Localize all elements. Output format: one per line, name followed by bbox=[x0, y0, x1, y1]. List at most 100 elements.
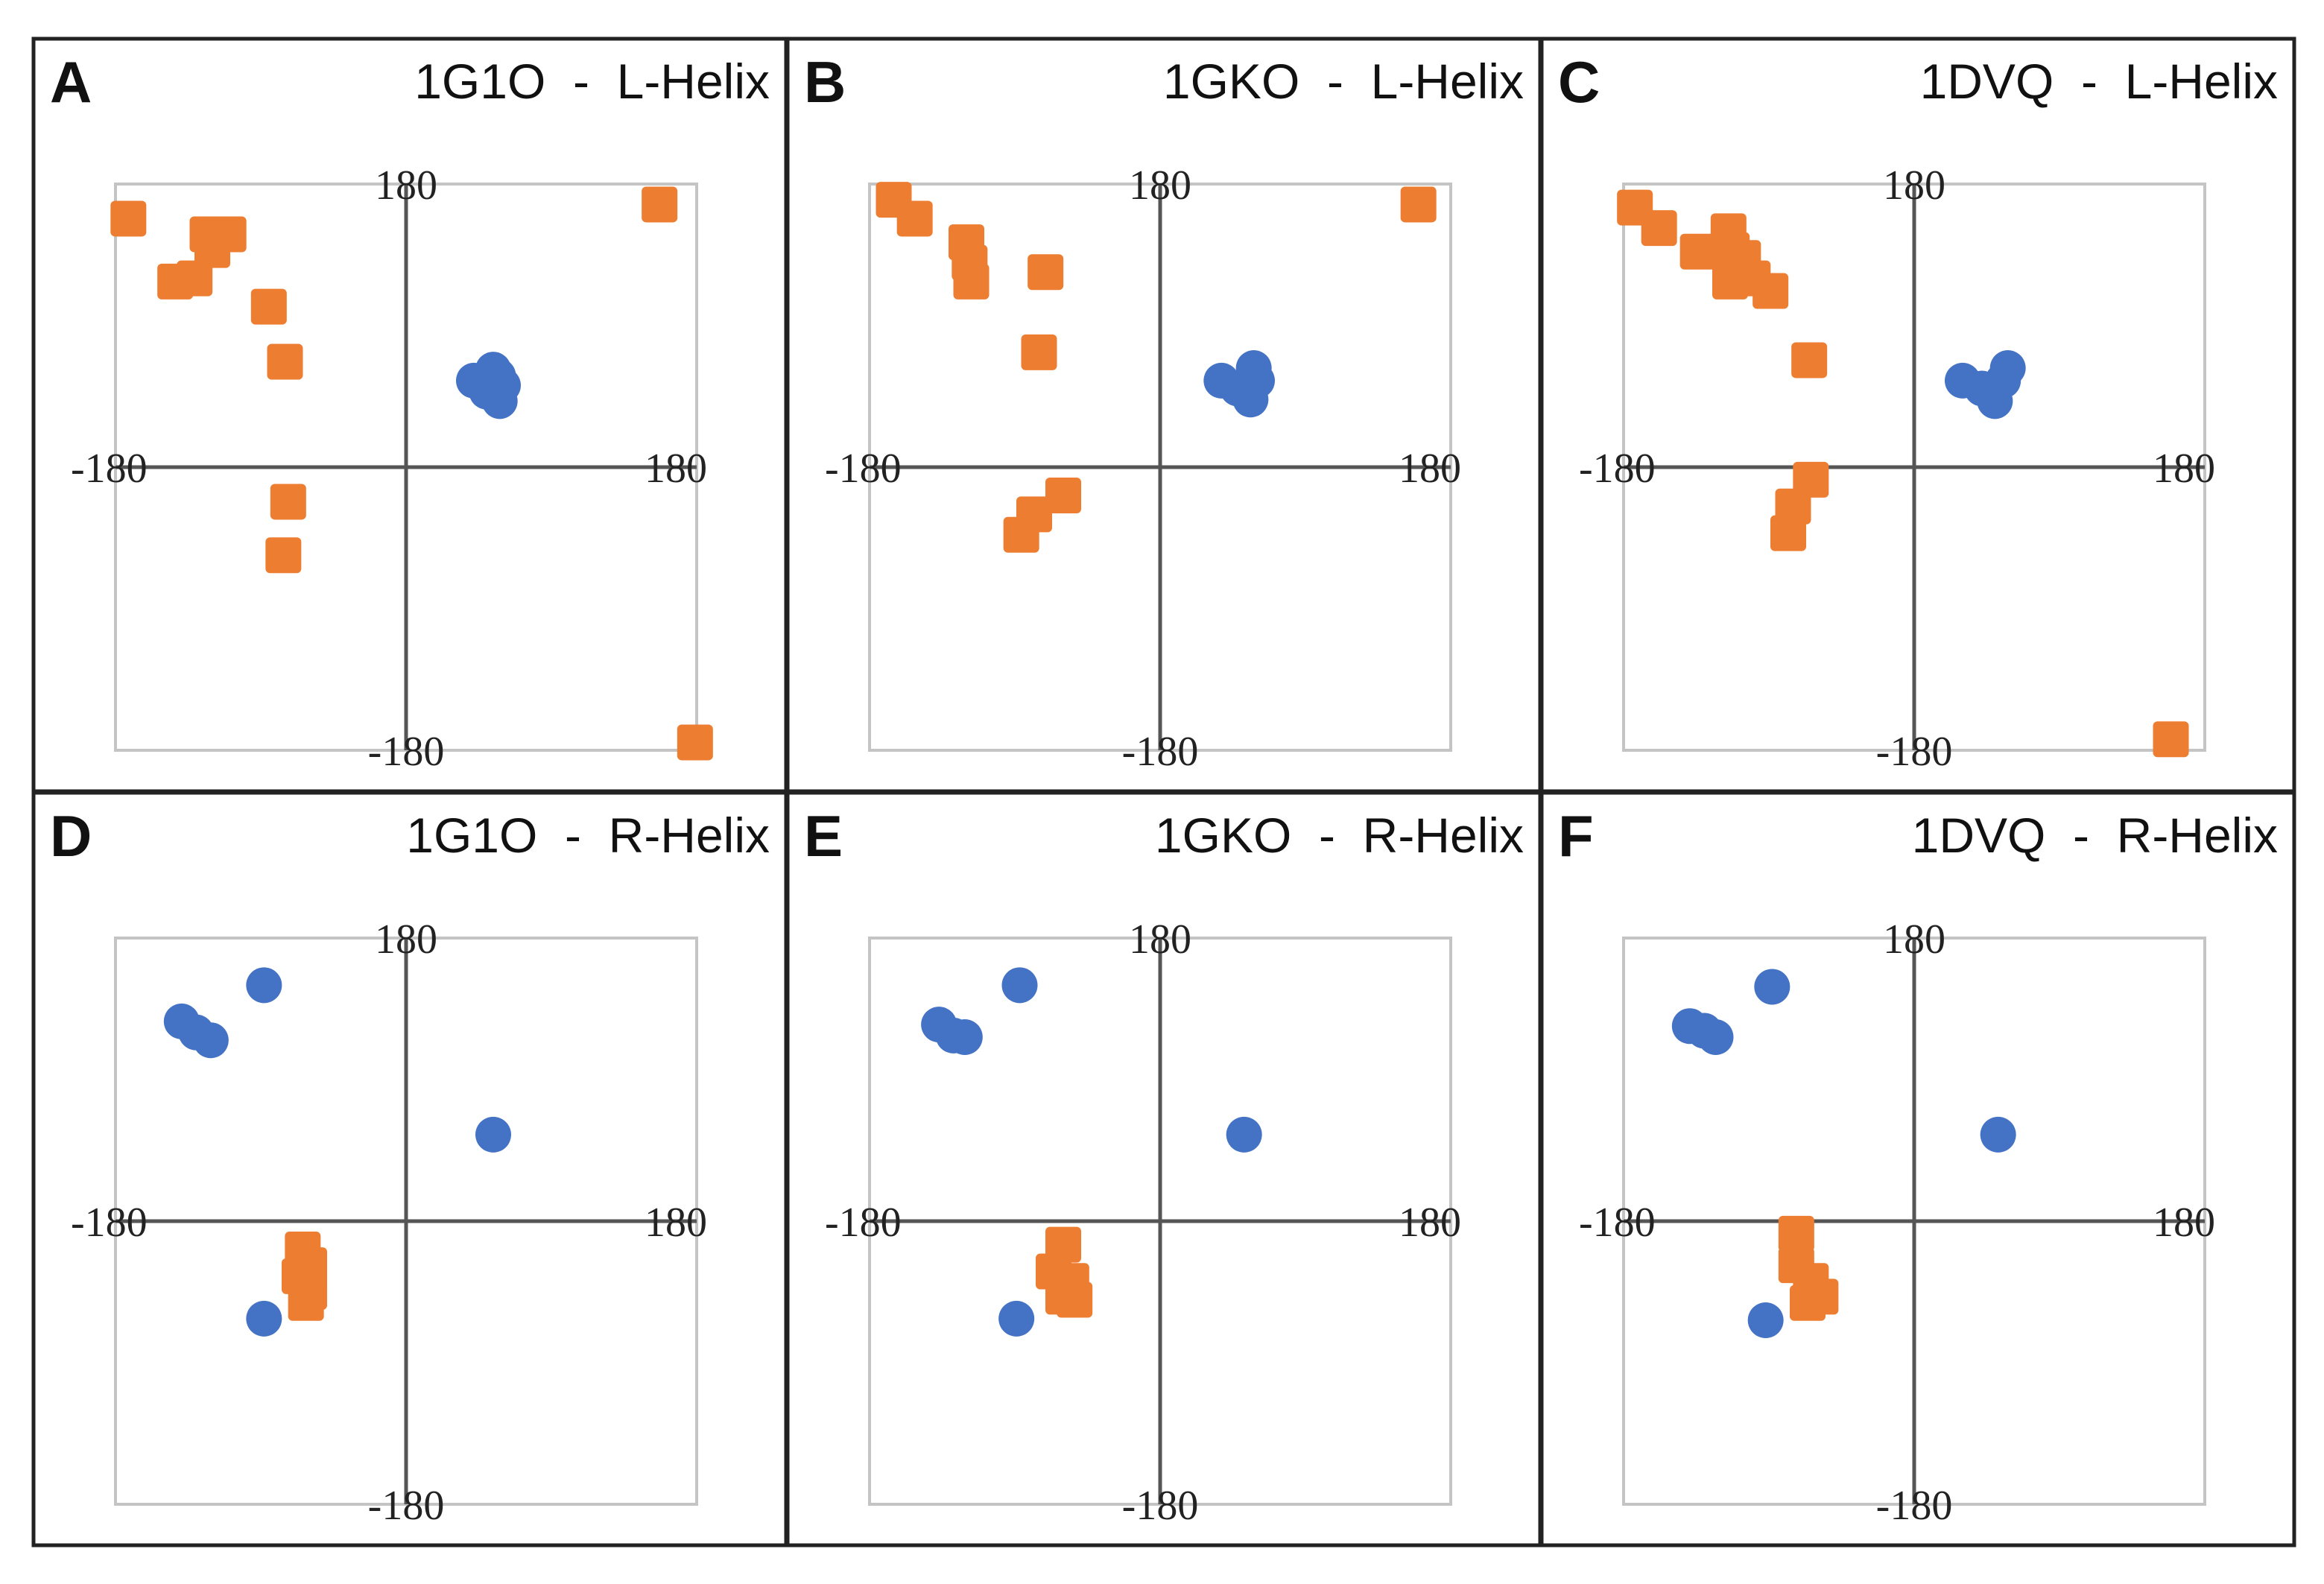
panel-title: 1DVQ - L-Helix bbox=[1920, 54, 2278, 109]
orange-square-point bbox=[896, 200, 933, 237]
blue-circle-point bbox=[1747, 1302, 1784, 1338]
tick-label-top: 180 bbox=[1883, 162, 1945, 209]
orange-square-point bbox=[2153, 721, 2189, 758]
tick-label-top: 180 bbox=[1129, 916, 1191, 963]
panel-letter: F bbox=[1558, 803, 1594, 869]
orange-square-point bbox=[250, 288, 287, 325]
tick-label-bottom: -180 bbox=[1876, 729, 1953, 775]
tick-label-right: 180 bbox=[1399, 446, 1461, 492]
orange-square-point bbox=[642, 186, 678, 223]
tick-label-left: -180 bbox=[825, 1200, 902, 1246]
orange-square-point bbox=[1028, 254, 1064, 291]
tick-label-bottom: -180 bbox=[368, 729, 445, 775]
panel-letter: D bbox=[50, 803, 92, 869]
panel-letter: E bbox=[804, 803, 843, 869]
tick-label-bottom: -180 bbox=[1122, 1483, 1199, 1529]
orange-square-point bbox=[1021, 334, 1057, 370]
panel-b: B 1GKO - L-Helix 180 -180 -180 180 bbox=[785, 37, 1542, 793]
panel-title: 1G1O - R-Helix bbox=[406, 808, 770, 863]
panel-d-border bbox=[31, 791, 788, 1547]
panel-title: 1GKO - L-Helix bbox=[1163, 54, 1524, 109]
orange-square-point bbox=[194, 232, 230, 268]
panel-a: A 1G1O - L-Helix 180 -180 -180 180 bbox=[31, 37, 788, 793]
orange-series bbox=[876, 182, 1437, 553]
panel-f: F 1DVQ - R-Helix 180 -180 -180 180 bbox=[1539, 791, 2296, 1547]
tick-label-right: 180 bbox=[645, 1200, 707, 1246]
panel-e: E 1GKO - R-Helix 180 -180 -180 180 bbox=[785, 791, 1542, 1547]
panel-letter: B bbox=[804, 49, 846, 115]
orange-series bbox=[1778, 1215, 1839, 1321]
orange-square-point bbox=[267, 343, 303, 380]
panel-title: 1G1O - L-Helix bbox=[414, 54, 770, 109]
orange-square-point bbox=[1778, 1215, 1814, 1252]
orange-series bbox=[1036, 1226, 1093, 1318]
orange-square-point bbox=[265, 537, 302, 574]
blue-circle-point bbox=[1001, 967, 1038, 1004]
tick-label-right: 180 bbox=[1399, 1200, 1461, 1246]
tick-label-right: 180 bbox=[2153, 1200, 2215, 1246]
blue-series bbox=[1203, 350, 1275, 418]
blue-circle-point bbox=[246, 967, 282, 1004]
tick-label-left: -180 bbox=[825, 446, 902, 492]
tick-label-right: 180 bbox=[645, 446, 707, 492]
orange-square-point bbox=[1679, 233, 1716, 270]
blue-circle-point bbox=[1697, 1019, 1734, 1055]
blue-circle-point bbox=[946, 1019, 983, 1055]
tick-label-right: 180 bbox=[2153, 446, 2215, 492]
orange-square-point bbox=[1057, 1282, 1093, 1318]
orange-square-point bbox=[1400, 186, 1437, 223]
blue-circle-point bbox=[192, 1022, 229, 1059]
tick-label-left: -180 bbox=[71, 1200, 148, 1246]
panel-letter: A bbox=[50, 49, 92, 115]
blue-circle-point bbox=[1235, 350, 1272, 386]
blue-series bbox=[921, 967, 1262, 1337]
tick-label-left: -180 bbox=[71, 446, 148, 492]
orange-square-point bbox=[270, 484, 306, 520]
orange-square-point bbox=[677, 724, 713, 761]
blue-circle-point bbox=[246, 1300, 282, 1337]
tick-label-bottom: -180 bbox=[1122, 729, 1199, 775]
panel-f-border bbox=[1539, 791, 2296, 1547]
orange-square-point bbox=[1770, 515, 1806, 551]
orange-square-point bbox=[110, 200, 147, 237]
tick-label-bottom: -180 bbox=[1876, 1483, 1953, 1529]
blue-circle-point bbox=[1226, 1116, 1262, 1153]
orange-square-point bbox=[953, 263, 990, 300]
orange-square-point bbox=[1641, 210, 1677, 247]
panel-c: C 1DVQ - L-Helix 180 -180 -180 180 bbox=[1539, 37, 2296, 793]
tick-label-top: 180 bbox=[1883, 916, 1945, 963]
orange-square-point bbox=[288, 1284, 324, 1321]
orange-series bbox=[282, 1232, 327, 1321]
blue-series bbox=[163, 967, 511, 1337]
blue-circle-point bbox=[1754, 969, 1791, 1005]
tick-label-left: -180 bbox=[1579, 1200, 1656, 1246]
panel-title: 1DVQ - R-Helix bbox=[1912, 808, 2278, 863]
tick-label-top: 180 bbox=[375, 916, 437, 963]
orange-series bbox=[110, 186, 713, 761]
orange-square-point bbox=[157, 263, 194, 300]
tick-label-top: 180 bbox=[375, 162, 437, 209]
blue-circle-point bbox=[480, 358, 516, 394]
panel-a-border bbox=[31, 37, 788, 793]
tick-label-bottom: -180 bbox=[368, 1483, 445, 1529]
blue-circle-point bbox=[998, 1300, 1035, 1337]
panel-c-border bbox=[1539, 37, 2296, 793]
orange-series bbox=[1617, 189, 2189, 758]
blue-series bbox=[1671, 969, 2016, 1338]
blue-circle-point bbox=[1989, 350, 2026, 386]
tick-label-left: -180 bbox=[1579, 446, 1656, 492]
blue-circle-point bbox=[475, 1116, 511, 1153]
tick-label-top: 180 bbox=[1129, 162, 1191, 209]
orange-square-point bbox=[1003, 516, 1039, 553]
blue-series bbox=[1945, 350, 2026, 419]
blue-series bbox=[456, 352, 521, 419]
panel-b-border bbox=[785, 37, 1542, 793]
panel-letter: C bbox=[1558, 49, 1600, 115]
blue-circle-point bbox=[1980, 1116, 2016, 1153]
orange-square-point bbox=[1045, 478, 1081, 513]
orange-square-point bbox=[1753, 273, 1789, 309]
orange-square-point bbox=[1790, 1284, 1826, 1321]
orange-square-point bbox=[1791, 342, 1828, 378]
panel-d: D 1G1O - R-Helix 180 -180 -180 180 bbox=[31, 791, 788, 1547]
